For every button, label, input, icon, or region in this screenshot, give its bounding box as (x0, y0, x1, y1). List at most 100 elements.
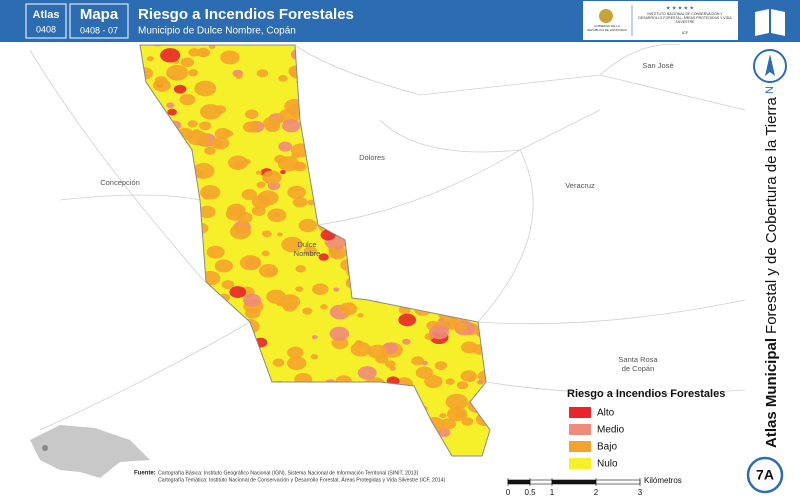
risk-patch (225, 206, 246, 221)
place-label: Dulce Nombre (294, 240, 321, 258)
risk-patch (292, 161, 307, 172)
risk-patch (318, 253, 329, 261)
legend-swatch (569, 424, 591, 435)
risk-patch (194, 80, 217, 97)
risk-patch (438, 428, 451, 438)
risk-patch (278, 74, 288, 82)
sources-line: Cartografía Temática: Instituto Nacional… (158, 476, 446, 483)
legend-label: Alto (597, 408, 615, 419)
place-label: Concepción (100, 178, 140, 187)
risk-patch (287, 346, 304, 359)
inset-country (30, 425, 150, 478)
risk-patch (265, 268, 277, 277)
place-label: San José (642, 61, 673, 70)
risk-patch (354, 340, 363, 347)
risk-patch (214, 127, 231, 140)
risk-patch (221, 280, 235, 290)
risk-patch (357, 313, 364, 318)
risk-patch (242, 121, 259, 133)
risk-patch (146, 56, 154, 62)
risk-patch (199, 121, 212, 131)
risk-patch (278, 141, 293, 152)
risk-patch (333, 287, 340, 292)
risk-patch (280, 170, 286, 175)
subtitle: Municipio de Dulce Nombre, Copán (138, 26, 296, 37)
risk-patch (424, 374, 443, 389)
risk-patch (312, 283, 329, 296)
risk-patch (357, 366, 377, 380)
risk-patch (281, 236, 303, 253)
scale-label: 1 (550, 488, 555, 497)
legend-swatch (569, 458, 591, 469)
risk-patch (166, 102, 175, 109)
risk-patch (166, 64, 189, 81)
risk-patch (454, 410, 466, 419)
logo-right: INSTITUTO NACIONAL DE CONSERVACIÓN Y DES… (638, 12, 732, 24)
risk-patch (267, 208, 287, 223)
risk-patch (439, 413, 447, 419)
scale-label: 0.5 (524, 488, 536, 497)
risk-patch (180, 57, 195, 68)
risk-patch (262, 170, 282, 185)
risk-patch (328, 246, 336, 253)
risk-patch (375, 354, 389, 364)
risk-patch (261, 250, 270, 257)
side-title: Atlas Municipal Forestal y de Cobertura d… (763, 97, 780, 448)
risk-patch (245, 109, 259, 120)
legend-swatch (569, 441, 591, 452)
risk-patch (206, 245, 225, 259)
risk-patch (256, 181, 266, 188)
risk-patch (455, 322, 468, 332)
scale-segment (595, 479, 641, 485)
side-title-rest: Forestal y de Cobertura de la Tierra (763, 97, 780, 334)
map-code: 0408 - 07 (80, 25, 118, 35)
risk-patch (445, 393, 468, 410)
risk-patch (262, 117, 281, 130)
risk-patch (434, 361, 448, 371)
logo-left: GOBIERNO DE LA REPÚBLICA DE HONDURAS (587, 25, 627, 32)
risk-patch (160, 48, 181, 63)
legend-swatch (569, 407, 591, 418)
risk-patch (389, 366, 397, 371)
risk-patch (173, 84, 187, 94)
risk-patch (200, 185, 221, 200)
atlas-label: Atlas (33, 9, 60, 21)
place-label: Dolores (359, 153, 385, 162)
risk-patch (445, 378, 455, 385)
risk-patch (287, 185, 306, 200)
risk-patch (429, 324, 450, 340)
risk-patch (272, 358, 285, 367)
emblem (599, 9, 613, 23)
risk-patch (154, 76, 168, 86)
risk-patch (415, 366, 433, 379)
risk-patch (411, 356, 425, 366)
title: Riesgo a Incendios Forestales (138, 6, 354, 23)
scale-label: 2 (594, 488, 599, 497)
risk-patch (229, 224, 252, 240)
risk-patch (311, 335, 318, 340)
legend-label: Bajo (597, 442, 617, 453)
risk-patch (235, 74, 243, 80)
risk-patch (227, 155, 249, 170)
risk-patch (188, 48, 201, 57)
risk-patch (277, 232, 283, 237)
risk-patch (167, 108, 177, 116)
atlas-code: 0408 (36, 24, 56, 34)
risk-patch (460, 370, 477, 382)
badge: 7A (756, 467, 774, 483)
risk-patch (261, 230, 272, 238)
sources-label: Fuente: (134, 471, 156, 477)
risk-patch (302, 307, 313, 315)
risk-patch (188, 69, 199, 77)
map-box (69, 3, 129, 39)
north-label: N (764, 86, 776, 94)
scale-unit: Kilómetros (644, 476, 682, 485)
book-box (744, 1, 796, 40)
risk-patch (295, 265, 306, 273)
risk-patch (303, 246, 318, 256)
risk-patch (310, 354, 319, 360)
side-title-bold: Atlas Municipal (763, 338, 780, 448)
risk-patch (461, 417, 474, 426)
map-label: Mapa (80, 6, 119, 23)
